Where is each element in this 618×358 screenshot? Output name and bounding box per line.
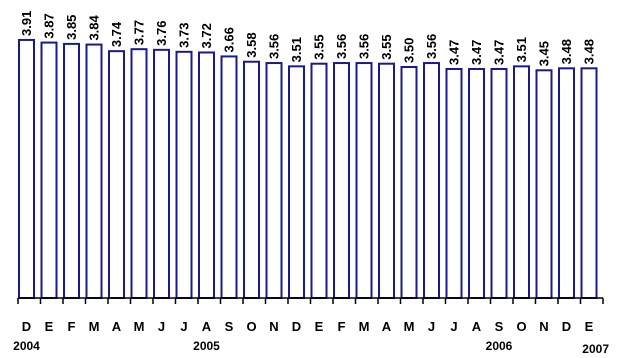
bar-20 xyxy=(468,67,485,300)
value-label-2: 3.85 xyxy=(64,15,79,40)
bar-7 xyxy=(175,50,193,299)
value-label-10: 3.58 xyxy=(244,32,259,57)
value-label-24: 3.48 xyxy=(559,39,574,64)
value-label-4: 3.74 xyxy=(109,21,124,47)
bars-group xyxy=(18,38,598,300)
category-label-13: E xyxy=(315,319,324,334)
x-axis-ticks xyxy=(17,298,604,304)
bar-19 xyxy=(445,67,463,300)
bar-15 xyxy=(355,62,373,300)
value-label-13: 3.55 xyxy=(312,34,327,59)
year-labels-group: 2004 2005 2006 2007 xyxy=(13,339,609,356)
value-label-22: 3.51 xyxy=(514,37,529,62)
category-label-14: F xyxy=(338,319,346,334)
value-label-21: 3.47 xyxy=(492,40,507,65)
bar-22 xyxy=(513,65,530,299)
value-label-17: 3.50 xyxy=(402,38,417,63)
category-label-12: D xyxy=(292,319,301,334)
category-label-2: F xyxy=(68,319,76,334)
category-label-25: E xyxy=(585,319,594,334)
value-labels-group: 3.91 3.87 3.85 3.84 3.74 3.77 3.76 3.73 3.72 3.66… xyxy=(19,11,597,67)
category-label-15: M xyxy=(359,319,370,334)
category-label-9: S xyxy=(225,319,234,334)
bar-24 xyxy=(558,67,575,299)
bar-4 xyxy=(108,50,125,299)
value-label-25: 3.48 xyxy=(582,39,597,64)
bar-0 xyxy=(18,38,35,299)
category-label-4: A xyxy=(112,319,122,334)
bar-6 xyxy=(153,48,170,300)
category-label-6: J xyxy=(158,319,165,334)
category-label-7: J xyxy=(180,319,187,334)
bar-10 xyxy=(243,60,260,299)
value-label-15: 3.56 xyxy=(357,34,372,59)
category-label-0: D xyxy=(22,319,31,334)
bar-21 xyxy=(490,67,508,300)
value-label-12: 3.51 xyxy=(289,37,304,62)
bar-17 xyxy=(400,66,418,299)
category-label-1: E xyxy=(45,319,54,334)
value-label-11: 3.56 xyxy=(267,34,282,59)
value-label-0: 3.91 xyxy=(19,11,34,36)
value-label-23: 3.45 xyxy=(537,41,552,66)
value-label-16: 3.55 xyxy=(379,34,394,59)
value-label-14: 3.56 xyxy=(334,34,349,59)
category-label-21: S xyxy=(495,319,504,334)
bar-11 xyxy=(265,62,283,300)
bar-5 xyxy=(130,48,148,300)
category-label-22: O xyxy=(516,319,526,334)
bar-23 xyxy=(535,69,553,299)
year-label-2006: 2006 xyxy=(486,339,513,353)
bar-13 xyxy=(310,62,328,300)
category-label-11: N xyxy=(269,319,278,334)
category-label-8: A xyxy=(202,319,212,334)
bar-14 xyxy=(333,62,350,300)
value-label-9: 3.66 xyxy=(222,27,237,52)
bar-2 xyxy=(63,42,80,300)
category-label-18: J xyxy=(428,319,435,334)
bar-25 xyxy=(580,67,598,299)
value-label-7: 3.73 xyxy=(177,23,192,48)
bar-12 xyxy=(288,65,305,299)
category-label-17: M xyxy=(404,319,415,334)
year-label-2005: 2005 xyxy=(193,339,220,353)
bar-8 xyxy=(198,51,215,300)
category-label-20: A xyxy=(472,319,482,334)
category-label-3: M xyxy=(89,319,100,334)
value-label-1: 3.87 xyxy=(42,13,57,38)
category-label-5: M xyxy=(134,319,145,334)
category-label-24: D xyxy=(562,319,571,334)
value-label-20: 3.47 xyxy=(469,40,484,65)
bar-3 xyxy=(85,43,103,300)
value-label-5: 3.77 xyxy=(132,20,147,45)
bar-1 xyxy=(40,41,58,299)
value-label-19: 3.47 xyxy=(447,40,462,65)
bar-16 xyxy=(378,62,395,300)
category-label-16: A xyxy=(382,319,392,334)
value-label-18: 3.56 xyxy=(424,34,439,59)
value-label-3: 3.84 xyxy=(87,14,102,40)
category-label-23: N xyxy=(539,319,548,334)
value-label-6: 3.76 xyxy=(154,21,169,46)
category-label-10: O xyxy=(246,319,256,334)
year-label-2004: 2004 xyxy=(13,339,40,353)
value-label-8: 3.72 xyxy=(199,23,214,48)
year-label-2007: 2007 xyxy=(582,342,609,356)
bar-9 xyxy=(220,55,238,299)
bar-18 xyxy=(423,62,440,300)
category-label-19: J xyxy=(450,319,457,334)
